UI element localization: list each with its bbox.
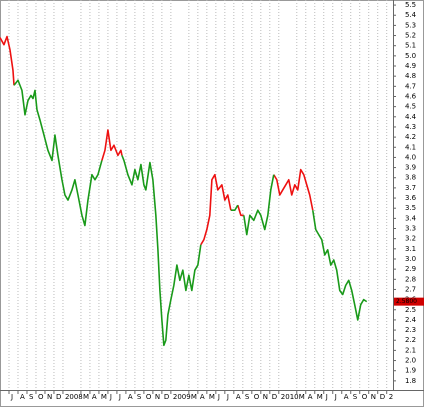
y-tick-label: 4.9 bbox=[405, 62, 416, 70]
x-tick-label: A bbox=[200, 393, 205, 401]
y-tick-label: 1.8 bbox=[405, 377, 416, 385]
y-tick-label: 2.3 bbox=[405, 326, 416, 334]
y-tick-label: 3.9 bbox=[405, 164, 416, 172]
y-tick-label: 4.1 bbox=[405, 143, 416, 151]
x-tick-label: N bbox=[263, 393, 268, 401]
x-tick-label: N bbox=[155, 393, 160, 401]
price-line bbox=[13, 79, 368, 347]
x-tick-label: O bbox=[254, 393, 260, 401]
x-tick-label: D bbox=[56, 393, 61, 401]
y-tick-label: 3.3 bbox=[405, 225, 416, 233]
y-tick-label: 3.0 bbox=[405, 255, 416, 263]
x-tick-label: D bbox=[164, 393, 169, 401]
x-tick-label: J bbox=[334, 393, 337, 401]
x-tick-label: J bbox=[118, 393, 121, 401]
y-tick-label: 2.5 bbox=[405, 306, 416, 314]
y-tick-label: 2.0 bbox=[405, 357, 416, 365]
y-tick-label: 4.0 bbox=[405, 153, 416, 161]
x-tick-label: A bbox=[344, 393, 349, 401]
x-tick-label: M bbox=[317, 393, 323, 401]
y-tick-label: 4.2 bbox=[405, 133, 416, 141]
y-tick-label: 2.4 bbox=[405, 316, 417, 324]
x-tick-label: J bbox=[325, 393, 328, 401]
x-tick-label: O bbox=[362, 393, 368, 401]
x-tick-label: M bbox=[191, 393, 197, 401]
y-tick-label: 5.3 bbox=[405, 21, 416, 29]
y-tick-label: 5.5 bbox=[405, 1, 416, 9]
x-tick-label: J bbox=[10, 393, 13, 401]
x-tick-label: S bbox=[245, 393, 250, 401]
y-tick-label: 5.0 bbox=[405, 52, 416, 60]
x-tick-label: 2 bbox=[389, 393, 393, 401]
y-tick-label: 2.8 bbox=[405, 275, 416, 283]
price-line bbox=[0, 35, 314, 246]
y-tick-label: 3.4 bbox=[405, 214, 417, 222]
x-tick-label: J bbox=[217, 393, 220, 401]
x-tick-label: 2010 bbox=[281, 393, 299, 401]
x-tick-label: J bbox=[226, 393, 229, 401]
x-tick-label: M bbox=[83, 393, 89, 401]
x-tick-label: A bbox=[308, 393, 313, 401]
x-tick-label: M bbox=[101, 393, 107, 401]
y-tick-label: 5.4 bbox=[405, 11, 417, 19]
y-tick-label: 4.8 bbox=[405, 72, 416, 80]
x-tick-label: A bbox=[128, 393, 133, 401]
y-tick-label: 2.9 bbox=[405, 265, 416, 273]
y-tick-label: 3.2 bbox=[405, 235, 416, 243]
x-tick-label: O bbox=[38, 393, 44, 401]
y-tick-label: 4.5 bbox=[405, 103, 416, 111]
y-tick-label: 4.7 bbox=[405, 82, 416, 90]
y-tick-label: 2.2 bbox=[405, 336, 416, 344]
y-tick-label: 5.2 bbox=[405, 32, 416, 40]
x-tick-label: N bbox=[371, 393, 376, 401]
y-tick-label: 3.1 bbox=[405, 245, 416, 253]
y-tick-label: 1.9 bbox=[405, 367, 416, 375]
x-tick-label: M bbox=[209, 393, 215, 401]
y-tick-label: 2.1 bbox=[405, 346, 416, 354]
y-tick-label: 4.3 bbox=[405, 123, 416, 131]
x-tick-label: S bbox=[137, 393, 142, 401]
y-tick-label: 3.5 bbox=[405, 204, 416, 212]
x-tick-label: D bbox=[272, 393, 277, 401]
y-tick-label: 4.4 bbox=[405, 113, 417, 121]
y-tick-label: 5.1 bbox=[405, 42, 416, 50]
y-tick-label: 3.6 bbox=[405, 194, 417, 202]
x-tick-label: O bbox=[146, 393, 152, 401]
x-tick-label: A bbox=[20, 393, 25, 401]
y-tick-label: 4.6 bbox=[405, 92, 417, 100]
x-tick-label: J bbox=[109, 393, 112, 401]
last-value-label: 2.5800 bbox=[396, 298, 417, 305]
x-tick-label: D bbox=[380, 393, 385, 401]
x-tick-label: S bbox=[29, 393, 34, 401]
x-tick-label: S bbox=[353, 393, 358, 401]
x-tick-label: A bbox=[236, 393, 241, 401]
y-tick-label: 2.7 bbox=[405, 285, 416, 293]
x-tick-label: 2009 bbox=[173, 393, 191, 401]
x-tick-label: M bbox=[299, 393, 305, 401]
last-value-box bbox=[394, 297, 424, 306]
y-tick-label: 3.8 bbox=[405, 174, 416, 182]
x-tick-label: N bbox=[47, 393, 52, 401]
y-tick-label: 3.7 bbox=[405, 184, 416, 192]
x-tick-label: A bbox=[92, 393, 97, 401]
x-tick-label: 2008 bbox=[65, 393, 83, 401]
